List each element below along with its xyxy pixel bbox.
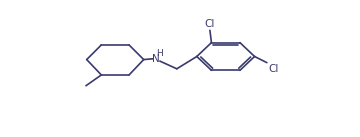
Text: H: H xyxy=(157,49,163,58)
Text: Cl: Cl xyxy=(205,19,215,29)
Text: N: N xyxy=(152,54,160,64)
Text: Cl: Cl xyxy=(269,64,279,74)
